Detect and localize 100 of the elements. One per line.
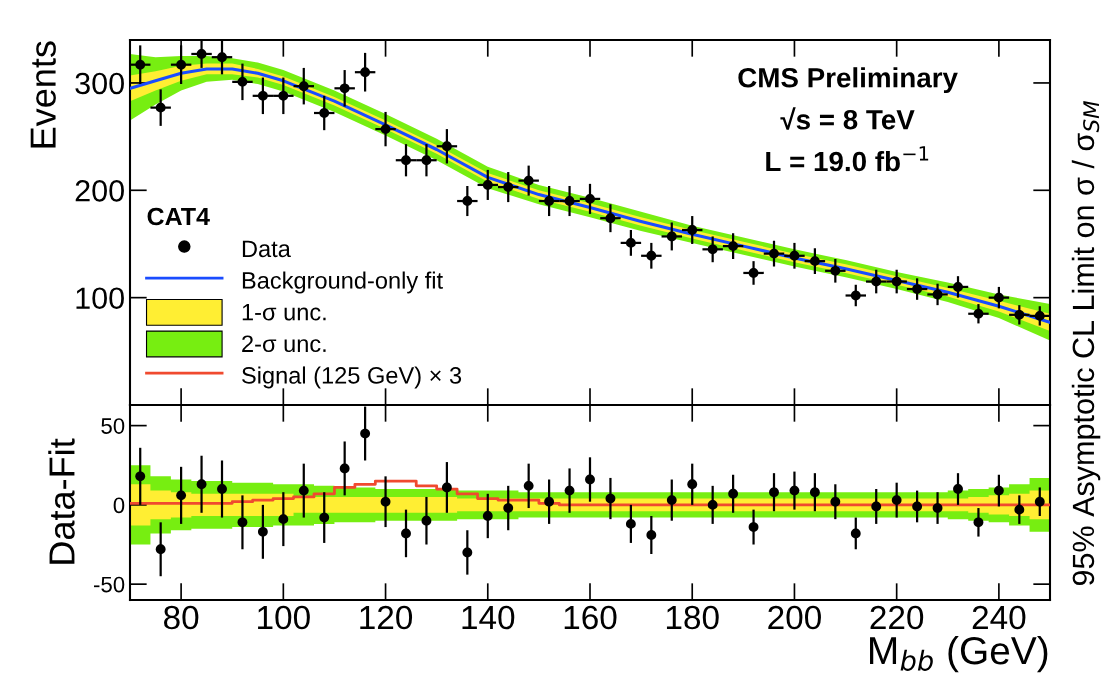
y-tick-label: 50: [101, 418, 125, 434]
point: [503, 182, 514, 192]
point: [482, 180, 493, 190]
point: [176, 59, 187, 70]
point: [176, 490, 187, 501]
x-tick-label: 100: [258, 605, 310, 630]
point: [728, 488, 739, 499]
point: [319, 512, 330, 523]
point: [666, 495, 677, 506]
point: [380, 496, 391, 507]
x-tick-label: 220: [870, 605, 924, 630]
point: [932, 289, 943, 300]
point: [891, 495, 902, 506]
x-tick-label: 160: [564, 605, 617, 630]
point: [666, 231, 677, 242]
point: [135, 59, 146, 70]
y-axis-title: Data-Fit: [48, 438, 75, 564]
point: [993, 485, 1004, 496]
point: [1014, 504, 1025, 515]
point: [809, 256, 820, 267]
point: [564, 196, 575, 206]
legend-label: Background-only fit: [242, 271, 443, 294]
point: [789, 250, 800, 261]
point: [1034, 496, 1045, 507]
legend-label: 1-σ unc.: [242, 303, 326, 321]
y2-axis-title: 95% Asymptotic CL Limit on σ / σ$_{SM}$: [1071, 101, 1101, 586]
y-tick-label: 300: [75, 72, 124, 95]
point: [217, 52, 227, 63]
x-axis-title: M$_{bb}$ (GeV): [870, 635, 1048, 673]
point: [1034, 310, 1045, 321]
point: [339, 463, 350, 474]
point: [544, 496, 555, 507]
point: [564, 485, 575, 496]
point: [912, 501, 923, 512]
point: [973, 308, 984, 319]
point: [257, 526, 268, 537]
point: [380, 124, 391, 135]
point: [891, 276, 902, 287]
point: [441, 141, 452, 152]
y-axis-title: Events: [30, 41, 56, 148]
point: [1014, 309, 1025, 320]
y-tick-label: 200: [75, 180, 124, 202]
point: [646, 250, 657, 261]
point: [687, 225, 698, 235]
point: [830, 496, 841, 507]
point: [993, 292, 1004, 303]
x-tick-label: 140: [462, 605, 515, 630]
legend-label: Signal (125 GeV) × 3: [242, 366, 462, 389]
point: [360, 428, 371, 439]
point: [441, 482, 452, 493]
point: [687, 479, 698, 490]
point: [196, 49, 207, 59]
point: [646, 530, 657, 540]
point: [748, 268, 759, 278]
point: [237, 76, 248, 87]
point: [707, 244, 718, 255]
point: [339, 83, 350, 94]
point: [421, 155, 432, 166]
point: [748, 522, 759, 532]
point: [850, 290, 861, 301]
point: [625, 237, 636, 248]
point: [912, 284, 923, 294]
point: [605, 213, 616, 224]
point: [625, 518, 636, 529]
point: [871, 276, 882, 287]
legend-title: CAT4: [147, 207, 210, 226]
point: [605, 493, 616, 504]
point: [360, 67, 371, 78]
x-tick-label: 180: [666, 605, 719, 630]
point: [462, 196, 473, 206]
x-tick-label: 120: [360, 605, 413, 630]
point: [217, 484, 227, 494]
point: [585, 193, 595, 204]
point: [953, 484, 963, 494]
point: [298, 485, 309, 496]
point: [135, 471, 146, 482]
y-tick-label: -50: [94, 576, 125, 593]
point: [707, 499, 718, 510]
annotation: CMS Preliminary: [738, 67, 958, 94]
point: [298, 81, 309, 92]
point: [278, 90, 289, 101]
point: [789, 485, 800, 496]
point: [257, 90, 268, 101]
point: [196, 479, 207, 490]
point: [278, 514, 289, 525]
point: [850, 528, 861, 539]
point: [769, 487, 779, 498]
legend-label: 2-σ unc.: [242, 335, 326, 353]
point: [421, 515, 432, 526]
annotation: √s = 8 TeV: [780, 107, 915, 130]
point: [953, 282, 963, 292]
point: [523, 480, 534, 491]
point: [462, 547, 473, 558]
point: [155, 544, 166, 555]
point: [728, 241, 739, 252]
point: [155, 102, 166, 113]
point: [973, 517, 984, 528]
y-tick-label: 100: [76, 287, 124, 310]
legend-label: Data: [242, 240, 291, 258]
point: [237, 517, 248, 528]
